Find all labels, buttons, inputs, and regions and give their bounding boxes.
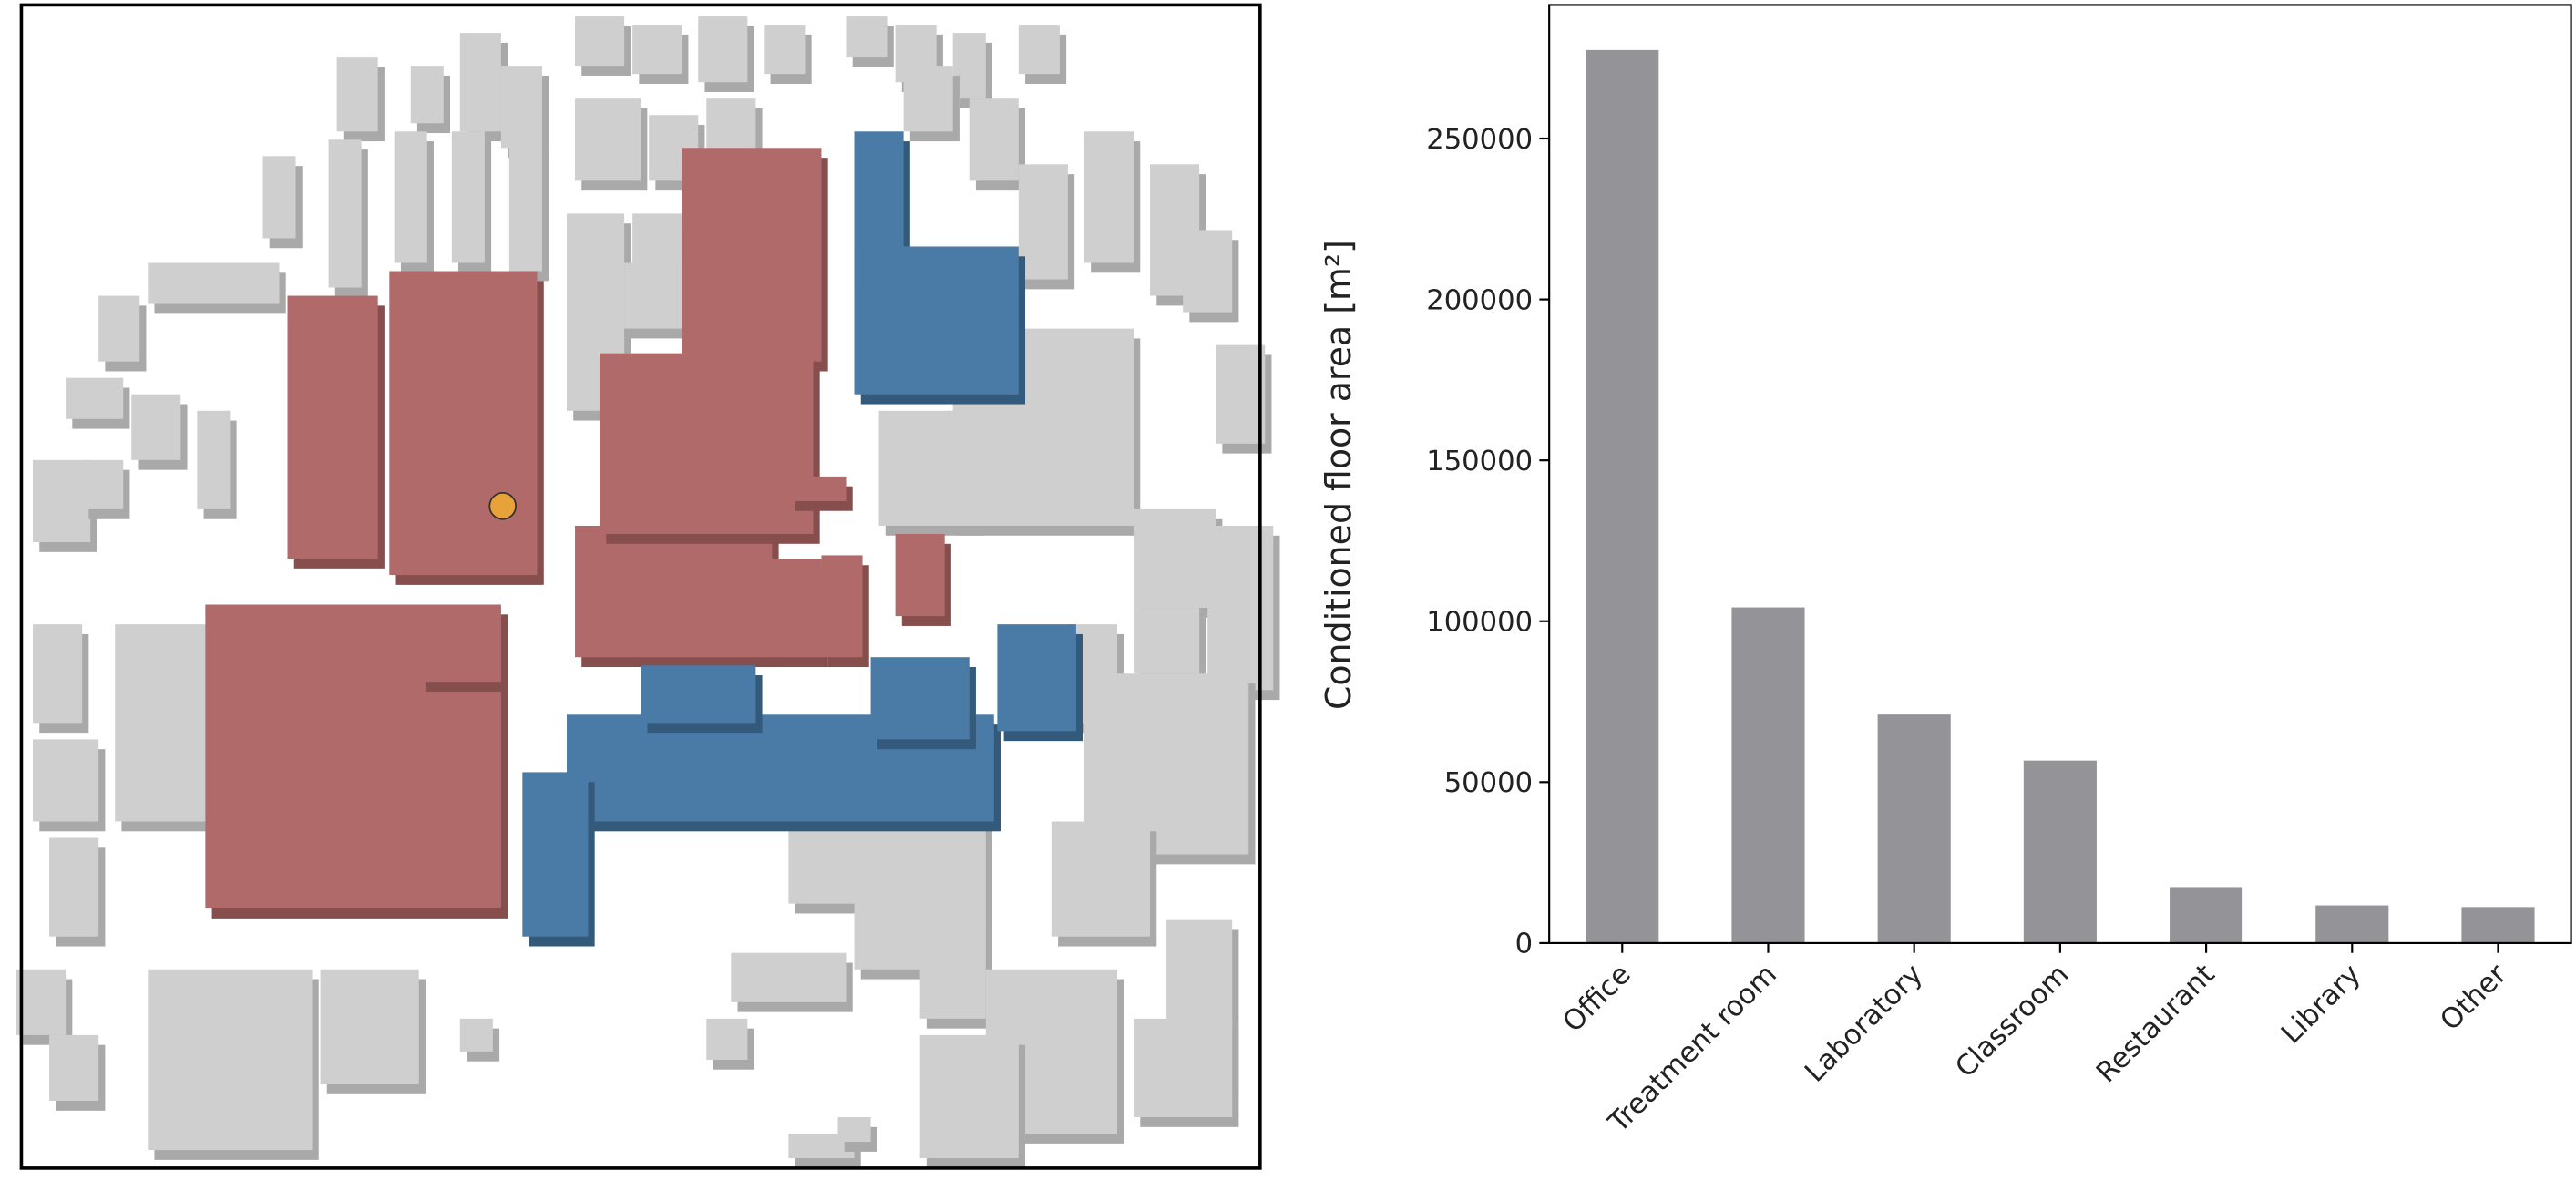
building	[682, 148, 822, 362]
building	[600, 353, 814, 534]
building	[1207, 525, 1274, 691]
building	[98, 295, 140, 362]
building	[788, 476, 847, 501]
building	[1216, 344, 1266, 444]
building	[575, 525, 773, 658]
building	[1018, 25, 1060, 75]
building	[49, 1034, 99, 1101]
building	[328, 139, 362, 288]
building	[731, 952, 847, 1002]
bar	[1731, 607, 1805, 943]
building	[870, 657, 970, 740]
building	[997, 624, 1076, 732]
building	[418, 608, 501, 683]
building	[919, 919, 986, 1019]
building	[641, 665, 756, 724]
building	[82, 459, 124, 509]
building	[394, 131, 427, 263]
bar	[2315, 905, 2389, 943]
bar	[2023, 760, 2097, 943]
building	[919, 1034, 1019, 1159]
building	[1083, 131, 1134, 263]
building	[895, 533, 945, 617]
building	[451, 131, 485, 263]
building	[575, 16, 625, 67]
y-axis-label: Conditioned floor area [m²]	[1319, 240, 1359, 710]
y-tick-label: 150000	[1426, 446, 1533, 477]
building	[389, 271, 538, 576]
building	[706, 1018, 748, 1060]
map-frame	[19, 3, 1262, 1170]
building	[632, 25, 682, 75]
x-tick-label: Library	[2275, 959, 2366, 1050]
plot-frame	[1548, 4, 2572, 944]
building	[287, 295, 378, 559]
building	[410, 66, 444, 124]
building	[148, 969, 313, 1151]
building	[66, 377, 124, 419]
x-tick-label: Classroom	[1950, 959, 2076, 1084]
building	[1134, 608, 1200, 674]
building	[33, 739, 99, 822]
building	[1183, 230, 1233, 313]
bar-chart: Conditioned floor area [m²] 0 50000 100000…	[1319, 4, 2572, 1139]
building	[197, 410, 231, 509]
building	[698, 16, 748, 83]
map	[16, 16, 1280, 1168]
bar	[1877, 714, 1951, 943]
building	[624, 262, 691, 329]
building	[16, 969, 67, 1035]
x-tick-label: Laboratory	[1799, 959, 1929, 1089]
building	[522, 772, 589, 937]
building	[632, 213, 682, 263]
bar	[2170, 887, 2243, 943]
location-marker	[488, 492, 518, 520]
building	[49, 837, 99, 937]
building	[1134, 1018, 1233, 1118]
building	[764, 25, 806, 75]
building	[575, 98, 641, 181]
building	[837, 1117, 871, 1143]
bar	[1586, 49, 1659, 943]
building	[846, 16, 888, 58]
building	[33, 624, 83, 724]
y-tick-label: 50000	[1444, 767, 1533, 799]
building	[148, 262, 280, 304]
building	[131, 394, 181, 460]
y-tick-label: 200000	[1426, 284, 1533, 316]
building	[336, 57, 378, 132]
building	[33, 459, 91, 542]
building	[459, 1018, 493, 1052]
building	[1018, 164, 1068, 280]
building	[508, 139, 542, 272]
building	[903, 66, 953, 132]
building	[1134, 508, 1216, 609]
x-tick-label: Restaurant	[2090, 959, 2221, 1089]
x-tick-label: Other	[2435, 959, 2514, 1038]
building	[969, 98, 1019, 181]
building	[262, 156, 296, 239]
building	[821, 555, 863, 658]
building	[755, 559, 822, 658]
bar	[2461, 907, 2535, 943]
building	[320, 969, 419, 1084]
y-tick-label: 100000	[1426, 607, 1533, 639]
building	[500, 66, 542, 149]
x-tick-label: Office	[1557, 959, 1637, 1039]
y-tick-label: 250000	[1426, 124, 1533, 156]
y-tick-label: 0	[1515, 929, 1534, 960]
building	[854, 246, 1019, 395]
building	[1051, 821, 1151, 937]
building	[459, 33, 501, 132]
